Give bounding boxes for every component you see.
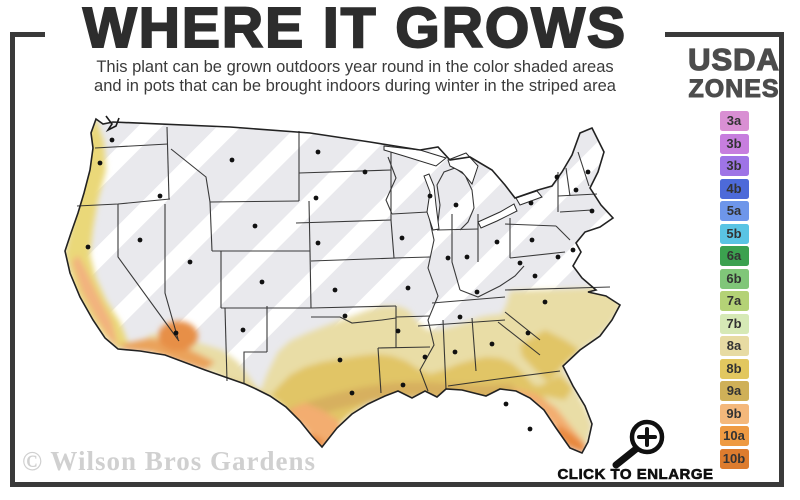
- zone-band-gold-nfl: [505, 375, 573, 400]
- city-dot: [494, 239, 500, 245]
- city-dot: [589, 208, 595, 214]
- city-dot: [422, 354, 428, 360]
- city-dot: [187, 259, 193, 265]
- zone-socal-az-orange: [118, 338, 215, 370]
- city-dot: [542, 299, 548, 305]
- click-to-enlarge-label[interactable]: CLICK TO ENLARGE: [557, 466, 714, 484]
- city-dot: [570, 247, 576, 253]
- zone-chip: 10a: [719, 426, 749, 446]
- zone-chip: 10b: [719, 448, 749, 469]
- page-title: WHERE IT GROWS: [45, 0, 665, 61]
- city-dot: [240, 327, 246, 333]
- city-dot: [489, 341, 495, 347]
- city-dot: [529, 237, 535, 243]
- great-lakes: [383, 145, 543, 231]
- zone-florida-orange: [556, 424, 586, 453]
- city-dot: [527, 426, 533, 432]
- city-dot: [342, 313, 348, 319]
- city-dot: [453, 202, 459, 208]
- city-dot: [315, 149, 321, 155]
- city-dot: [464, 254, 470, 260]
- city-dots: [85, 137, 595, 432]
- city-dot: [400, 382, 406, 388]
- city-dot: [573, 187, 579, 193]
- puget-sound-detail: [105, 115, 120, 133]
- city-dot: [525, 330, 531, 336]
- city-dot: [229, 157, 235, 163]
- zone-chip: 5b: [719, 223, 749, 244]
- city-dot: [554, 174, 560, 180]
- zone-chip: 4b: [719, 178, 749, 199]
- city-dot: [399, 235, 405, 241]
- city-dot: [109, 137, 115, 143]
- city-dot: [427, 193, 433, 199]
- legend-title-zones: ZONES: [688, 75, 780, 103]
- city-dot: [315, 240, 321, 246]
- usda-zones-legend: USDA ZONES 3a 3b 3b 4b 5a 5b 6a 6b 7a 7b 8a 8b 9a 9b 1…: [687, 42, 780, 471]
- zone-chip: 6a: [719, 246, 749, 266]
- city-dot: [585, 169, 591, 175]
- city-dot: [503, 401, 509, 407]
- zone-chip: 7b: [719, 313, 749, 334]
- subtitle-line-1: This plant can be grown outdoors year ro…: [96, 58, 614, 76]
- zone-chip: 3a: [719, 111, 749, 131]
- city-dot: [157, 193, 163, 199]
- city-dot: [173, 330, 179, 336]
- city-dot: [337, 357, 343, 363]
- zone-band-gold-secoast: [520, 330, 580, 382]
- city-dot: [528, 200, 534, 206]
- city-dot: [97, 160, 103, 166]
- city-dot: [517, 260, 523, 266]
- zone-band-tan-gulf: [284, 381, 516, 424]
- city-dot: [252, 223, 258, 229]
- zone-chip-list: 3a 3b 3b 4b 5a 5b 6a 6b 7a 7b 8a 8b 9a 9b 10a 10b: [688, 111, 780, 469]
- magnifier-zoom-icon[interactable]: [612, 419, 665, 469]
- city-dot: [474, 289, 480, 295]
- zone-chip: 8b: [719, 358, 749, 379]
- city-dot: [313, 195, 319, 201]
- city-dot: [332, 287, 338, 293]
- city-dot: [395, 328, 401, 334]
- zone-arizona-orange: [158, 321, 198, 351]
- city-dot: [259, 279, 265, 285]
- zone-chip: 5a: [719, 201, 749, 221]
- subtitle: This plant can be grown outdoors year ro…: [40, 58, 670, 97]
- city-dot: [405, 285, 411, 291]
- city-dot: [362, 169, 368, 175]
- city-dot: [457, 314, 463, 320]
- city-dot: [532, 273, 538, 279]
- zone-chip: 3b: [719, 133, 749, 154]
- city-dot: [452, 349, 458, 355]
- city-dot: [349, 390, 355, 396]
- zone-chip: 9b: [719, 403, 749, 424]
- city-dot: [85, 244, 91, 250]
- legend-title-usda: USDA: [687, 42, 780, 77]
- city-dot: [445, 255, 451, 261]
- state-borders: [76, 126, 611, 394]
- zone-california-peach: [72, 255, 118, 347]
- zone-chip: 3b: [719, 156, 749, 176]
- city-dot: [137, 237, 143, 243]
- city-dot: [555, 254, 561, 260]
- watermark: © Wilson Bros Gardens: [22, 446, 316, 476]
- zone-chip: 9a: [719, 381, 749, 401]
- subtitle-line-2: and in pots that can be brought indoors …: [94, 77, 616, 96]
- zone-chip: 8a: [719, 336, 749, 356]
- zone-chip: 7a: [719, 291, 749, 311]
- zone-chip: 6b: [719, 268, 749, 289]
